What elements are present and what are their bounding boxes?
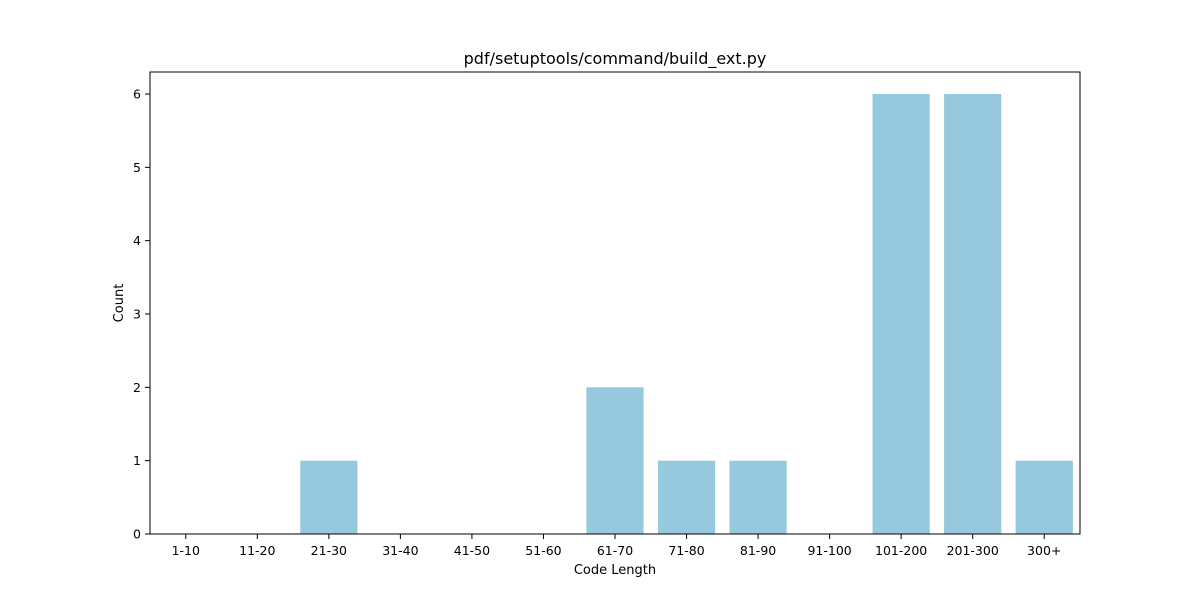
x-tick-label: 81-90 <box>740 543 776 558</box>
x-axis-label: Code Length <box>574 563 656 578</box>
y-tick-label: 1 <box>133 453 141 468</box>
bar-21-30 <box>300 460 358 534</box>
x-axis: 1-10 11-20 21-30 31-40 41-50 51-60 61-70 71-80 8… <box>172 534 1061 558</box>
y-tick-label: 6 <box>133 87 141 102</box>
y-axis-label: Count <box>112 284 127 323</box>
y-tick-label: 5 <box>133 160 141 175</box>
bar-81-90 <box>729 460 787 534</box>
x-tick-label: 31-40 <box>382 543 418 558</box>
x-tick-label: 91-100 <box>807 543 851 558</box>
plot-frame <box>149 71 1081 535</box>
chart-title: pdf/setuptools/command/build_ext.py <box>464 49 767 69</box>
x-tick-label: 21-30 <box>311 543 347 558</box>
x-tick-label: 51-60 <box>525 543 561 558</box>
x-tick-label: 71-80 <box>668 543 704 558</box>
y-tick-label: 0 <box>133 527 141 542</box>
bars-group <box>300 94 1073 534</box>
x-tick-label: 201-300 <box>947 543 999 558</box>
y-tick-label: 2 <box>133 380 141 395</box>
x-tick-label: 300+ <box>1027 543 1061 558</box>
bar-201-300 <box>944 94 1002 534</box>
x-tick-label: 61-70 <box>597 543 633 558</box>
bar-61-70 <box>586 387 644 534</box>
bar-71-80 <box>657 460 716 534</box>
x-tick-label: 41-50 <box>454 543 490 558</box>
x-tick-label: 101-200 <box>875 543 927 558</box>
y-tick-label: 3 <box>133 307 141 322</box>
x-tick-label: 11-20 <box>239 543 275 558</box>
y-axis: 0 1 2 3 4 5 6 <box>133 87 150 542</box>
y-tick-label: 4 <box>133 233 141 248</box>
x-tick-label: 1-10 <box>172 543 200 558</box>
bar-101-200 <box>872 94 930 534</box>
bar-300+ <box>1015 460 1073 534</box>
